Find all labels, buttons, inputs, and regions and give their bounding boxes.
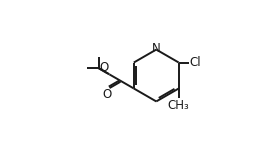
Text: O: O (103, 88, 112, 101)
Text: Cl: Cl (189, 56, 201, 69)
Text: O: O (99, 61, 109, 74)
Text: N: N (152, 42, 161, 55)
Text: CH₃: CH₃ (168, 99, 190, 112)
